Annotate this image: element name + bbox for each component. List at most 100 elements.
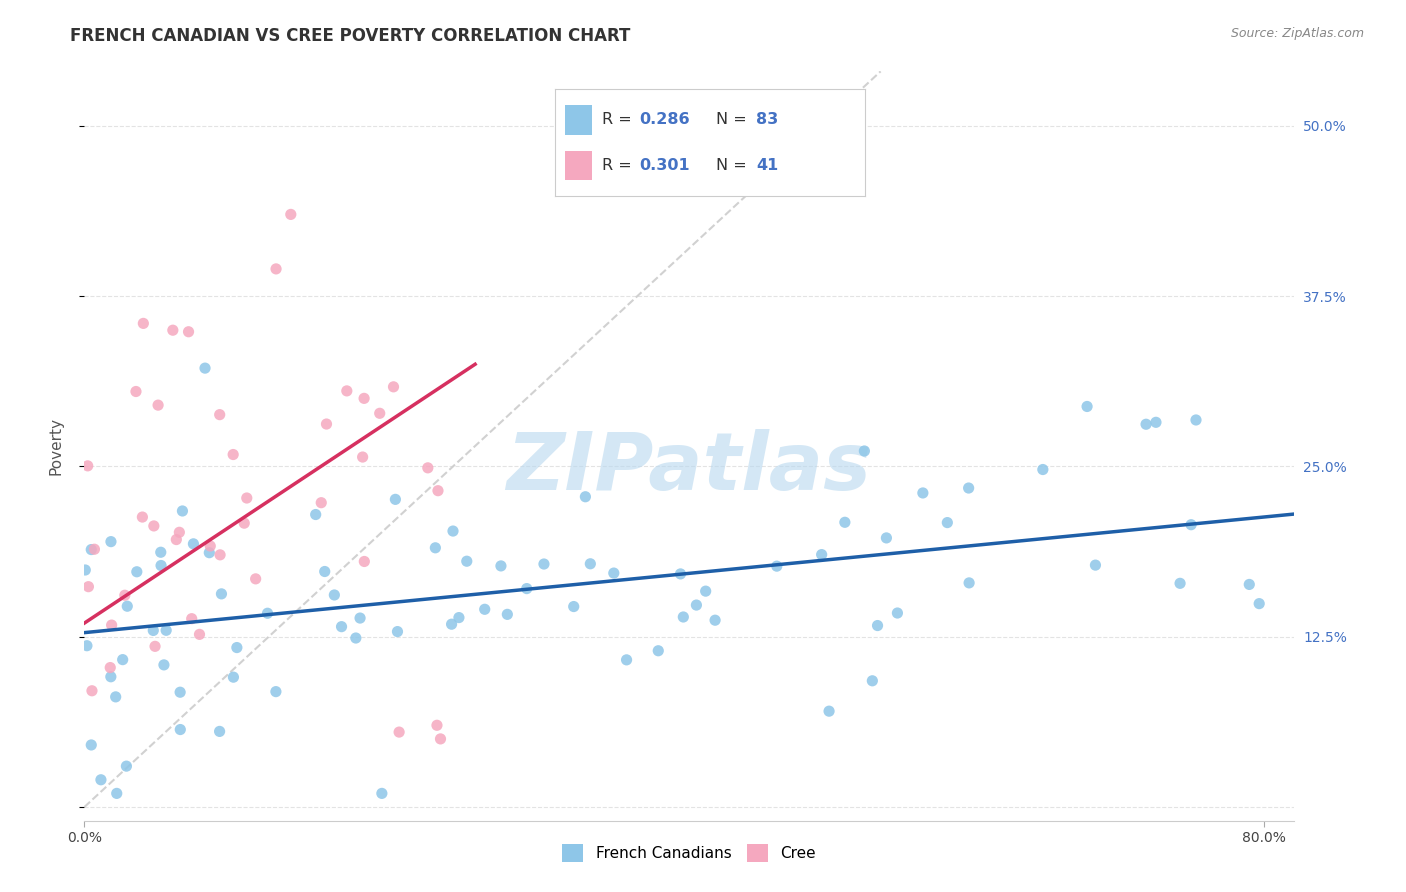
Point bbox=[149, 545, 172, 559]
Point bbox=[125, 565, 148, 579]
Point bbox=[162, 323, 184, 337]
Point bbox=[562, 599, 585, 614]
Point bbox=[80, 542, 103, 557]
Text: 41: 41 bbox=[756, 158, 779, 173]
Point bbox=[866, 618, 889, 632]
Point bbox=[647, 644, 669, 658]
Point bbox=[957, 481, 980, 495]
Point bbox=[416, 460, 439, 475]
Point bbox=[496, 607, 519, 622]
Point bbox=[104, 690, 127, 704]
Point bbox=[834, 516, 856, 530]
Point bbox=[533, 557, 555, 571]
Text: 0.301: 0.301 bbox=[638, 158, 689, 173]
Point bbox=[349, 611, 371, 625]
Text: R =: R = bbox=[602, 158, 637, 173]
Point bbox=[153, 657, 176, 672]
Point bbox=[353, 554, 375, 568]
Point bbox=[1249, 597, 1271, 611]
Point bbox=[132, 317, 155, 331]
Point bbox=[352, 450, 374, 464]
Point bbox=[150, 558, 173, 573]
Point bbox=[245, 572, 267, 586]
Point bbox=[172, 504, 194, 518]
Point bbox=[100, 618, 122, 632]
Point bbox=[142, 519, 165, 533]
Point bbox=[669, 566, 692, 581]
Point bbox=[222, 448, 245, 462]
Point bbox=[314, 565, 336, 579]
Point bbox=[183, 537, 205, 551]
Point bbox=[875, 531, 897, 545]
Point bbox=[1180, 517, 1202, 532]
Point bbox=[853, 444, 876, 458]
Point bbox=[1185, 413, 1208, 427]
Point bbox=[114, 588, 136, 602]
Point bbox=[222, 670, 245, 684]
Point bbox=[441, 524, 464, 538]
Point bbox=[336, 384, 359, 398]
Text: ZIPatlas: ZIPatlas bbox=[506, 429, 872, 508]
Point bbox=[695, 584, 717, 599]
Point bbox=[198, 546, 221, 560]
Point bbox=[264, 261, 287, 276]
Point bbox=[353, 392, 375, 406]
Point bbox=[427, 483, 450, 498]
Point bbox=[146, 398, 169, 412]
Point bbox=[100, 534, 122, 549]
Point bbox=[225, 640, 247, 655]
Point bbox=[344, 631, 367, 645]
Point bbox=[105, 786, 128, 800]
Point bbox=[936, 516, 959, 530]
Point bbox=[574, 490, 596, 504]
Point bbox=[117, 599, 139, 614]
Point bbox=[1084, 558, 1107, 573]
Point bbox=[208, 408, 231, 422]
Point bbox=[429, 731, 451, 746]
Point bbox=[765, 559, 787, 574]
Point bbox=[1135, 417, 1157, 432]
Point bbox=[177, 325, 200, 339]
Point bbox=[440, 617, 463, 632]
Point bbox=[860, 673, 883, 688]
Text: 83: 83 bbox=[756, 112, 779, 128]
Point bbox=[387, 624, 409, 639]
Point bbox=[131, 510, 153, 524]
Text: 0.286: 0.286 bbox=[638, 112, 689, 128]
Point bbox=[180, 612, 202, 626]
Point bbox=[388, 725, 411, 739]
Point bbox=[100, 670, 122, 684]
Point bbox=[80, 738, 103, 752]
Point bbox=[280, 207, 302, 221]
Point bbox=[382, 380, 405, 394]
Point bbox=[264, 684, 287, 698]
Point bbox=[115, 759, 138, 773]
Point bbox=[426, 718, 449, 732]
Point bbox=[143, 640, 166, 654]
Point bbox=[704, 613, 727, 627]
Point bbox=[200, 539, 222, 553]
Y-axis label: Poverty: Poverty bbox=[49, 417, 63, 475]
Point bbox=[233, 516, 256, 531]
Point bbox=[957, 575, 980, 590]
FancyBboxPatch shape bbox=[565, 151, 592, 180]
Point bbox=[685, 598, 707, 612]
FancyBboxPatch shape bbox=[565, 105, 592, 135]
Point bbox=[384, 492, 406, 507]
Point bbox=[98, 660, 121, 674]
Point bbox=[236, 491, 259, 505]
Point bbox=[75, 563, 97, 577]
Point bbox=[911, 486, 934, 500]
Point bbox=[309, 496, 332, 510]
Point bbox=[142, 624, 165, 638]
Point bbox=[155, 624, 177, 638]
Point bbox=[516, 582, 538, 596]
Point bbox=[447, 610, 470, 624]
Point bbox=[111, 652, 134, 666]
Point bbox=[256, 607, 278, 621]
Point bbox=[330, 620, 353, 634]
Point bbox=[672, 610, 695, 624]
Point bbox=[474, 602, 496, 616]
Point bbox=[1144, 415, 1167, 429]
Point bbox=[77, 580, 100, 594]
